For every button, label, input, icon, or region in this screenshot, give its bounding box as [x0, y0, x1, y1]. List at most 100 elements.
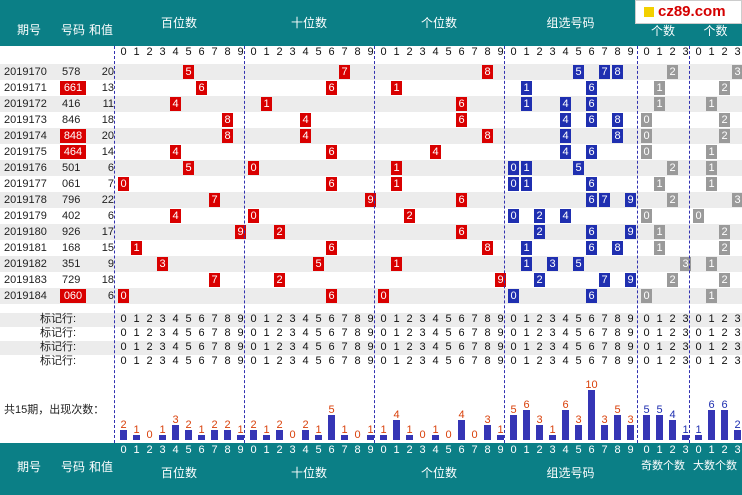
marker-side-digit[interactable]: 0: [695, 313, 702, 325]
marker-digit[interactable]: 6: [328, 313, 335, 325]
marker-digit[interactable]: 1: [263, 355, 270, 367]
marker-digit[interactable]: 2: [536, 327, 543, 339]
marker-digit[interactable]: 6: [588, 327, 595, 339]
marker-digit[interactable]: 8: [614, 341, 621, 353]
marker-digit[interactable]: 4: [172, 355, 179, 367]
marker-digit[interactable]: 8: [224, 327, 231, 339]
marker-side-digit[interactable]: 2: [669, 313, 676, 325]
marker-digit[interactable]: 0: [250, 313, 257, 325]
marker-digit[interactable]: 3: [159, 341, 166, 353]
marker-digit[interactable]: 2: [146, 313, 153, 325]
marker-digit[interactable]: 3: [549, 327, 556, 339]
marker-digit[interactable]: 9: [627, 313, 634, 325]
marker-side-digit[interactable]: 3: [682, 341, 689, 353]
marker-digit[interactable]: 3: [549, 341, 556, 353]
marker-digit[interactable]: 0: [510, 327, 517, 339]
marker-digit[interactable]: 4: [562, 313, 569, 325]
marker-digit[interactable]: 3: [159, 355, 166, 367]
marker-digit[interactable]: 3: [549, 355, 556, 367]
marker-digit[interactable]: 6: [588, 341, 595, 353]
marker-digit[interactable]: 8: [354, 327, 361, 339]
marker-side-digit[interactable]: 3: [682, 327, 689, 339]
marker-digit[interactable]: 7: [601, 313, 608, 325]
marker-digit[interactable]: 2: [146, 355, 153, 367]
marker-digit[interactable]: 2: [406, 355, 413, 367]
marker-digit[interactable]: 3: [289, 313, 296, 325]
marker-digit[interactable]: 9: [367, 341, 374, 353]
marker-side-digit[interactable]: 2: [721, 327, 728, 339]
marker-digit[interactable]: 8: [354, 355, 361, 367]
marker-side-digit[interactable]: 1: [656, 313, 663, 325]
marker-side-digit[interactable]: 0: [643, 355, 650, 367]
marker-digit[interactable]: 4: [562, 327, 569, 339]
marker-digit[interactable]: 1: [263, 313, 270, 325]
marker-digit[interactable]: 0: [510, 341, 517, 353]
marker-digit[interactable]: 4: [302, 355, 309, 367]
marker-digit[interactable]: 6: [198, 355, 205, 367]
marker-side-digit[interactable]: 1: [708, 341, 715, 353]
marker-side-digit[interactable]: 1: [656, 341, 663, 353]
marker-digit[interactable]: 9: [367, 355, 374, 367]
marker-digit[interactable]: 4: [172, 327, 179, 339]
marker-digit[interactable]: 9: [627, 341, 634, 353]
marker-digit[interactable]: 4: [432, 313, 439, 325]
marker-digit[interactable]: 5: [445, 355, 452, 367]
marker-side-digit[interactable]: 1: [708, 355, 715, 367]
marker-side-digit[interactable]: 2: [721, 355, 728, 367]
marker-digit[interactable]: 6: [328, 327, 335, 339]
marker-digit[interactable]: 0: [120, 327, 127, 339]
marker-side-digit[interactable]: 2: [669, 327, 676, 339]
marker-digit[interactable]: 1: [133, 313, 140, 325]
marker-digit[interactable]: 1: [393, 313, 400, 325]
marker-digit[interactable]: 0: [120, 355, 127, 367]
marker-digit[interactable]: 5: [575, 355, 582, 367]
marker-digit[interactable]: 8: [484, 341, 491, 353]
marker-digit[interactable]: 5: [445, 341, 452, 353]
marker-side-digit[interactable]: 1: [708, 313, 715, 325]
marker-side-digit[interactable]: 1: [656, 355, 663, 367]
marker-digit[interactable]: 1: [133, 341, 140, 353]
marker-digit[interactable]: 4: [562, 355, 569, 367]
marker-digit[interactable]: 5: [185, 341, 192, 353]
marker-digit[interactable]: 6: [588, 355, 595, 367]
marker-digit[interactable]: 4: [302, 341, 309, 353]
marker-digit[interactable]: 4: [302, 327, 309, 339]
marker-digit[interactable]: 9: [627, 355, 634, 367]
marker-digit[interactable]: 6: [328, 341, 335, 353]
marker-digit[interactable]: 3: [549, 313, 556, 325]
marker-digit[interactable]: 5: [575, 313, 582, 325]
marker-digit[interactable]: 4: [302, 313, 309, 325]
marker-digit[interactable]: 6: [198, 313, 205, 325]
marker-digit[interactable]: 0: [510, 313, 517, 325]
marker-digit[interactable]: 6: [458, 341, 465, 353]
marker-side-digit[interactable]: 1: [656, 327, 663, 339]
marker-digit[interactable]: 1: [393, 341, 400, 353]
site-logo[interactable]: cz89.com: [635, 0, 742, 24]
marker-side-digit[interactable]: 2: [669, 341, 676, 353]
marker-digit[interactable]: 8: [614, 355, 621, 367]
marker-digit[interactable]: 4: [172, 313, 179, 325]
marker-digit[interactable]: 7: [211, 341, 218, 353]
marker-digit[interactable]: 2: [406, 327, 413, 339]
marker-digit[interactable]: 8: [484, 313, 491, 325]
marker-digit[interactable]: 8: [224, 313, 231, 325]
marker-digit[interactable]: 9: [367, 313, 374, 325]
marker-digit[interactable]: 7: [341, 313, 348, 325]
marker-digit[interactable]: 2: [536, 313, 543, 325]
marker-digit[interactable]: 4: [172, 341, 179, 353]
marker-side-digit[interactable]: 2: [721, 341, 728, 353]
marker-digit[interactable]: 1: [523, 341, 530, 353]
marker-digit[interactable]: 4: [432, 341, 439, 353]
marker-digit[interactable]: 2: [536, 341, 543, 353]
marker-digit[interactable]: 7: [341, 327, 348, 339]
marker-digit[interactable]: 1: [263, 327, 270, 339]
marker-digit[interactable]: 2: [406, 341, 413, 353]
marker-digit[interactable]: 2: [146, 327, 153, 339]
marker-side-digit[interactable]: 3: [682, 355, 689, 367]
marker-digit[interactable]: 6: [458, 355, 465, 367]
marker-side-digit[interactable]: 0: [643, 313, 650, 325]
marker-digit[interactable]: 5: [315, 327, 322, 339]
marker-side-digit[interactable]: 3: [734, 355, 741, 367]
marker-digit[interactable]: 4: [432, 327, 439, 339]
marker-side-digit[interactable]: 3: [734, 313, 741, 325]
